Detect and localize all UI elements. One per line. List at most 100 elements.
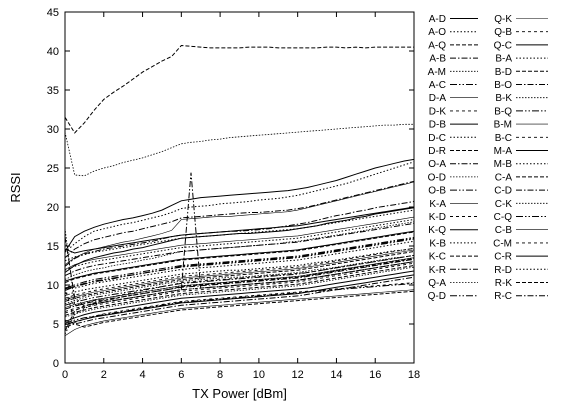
- series-line-o-a: [65, 180, 414, 259]
- legend-label-d-a: D-A: [429, 93, 447, 104]
- legend-label-k-d: K-D: [429, 212, 446, 223]
- legend-label-a-m: A-M: [428, 67, 446, 78]
- y-tick-label: 15: [47, 241, 59, 253]
- y-tick-label: 25: [47, 163, 59, 175]
- series-line-k-c: [65, 265, 414, 316]
- legend-label-c-d: C-D: [494, 186, 512, 197]
- x-tick-label: 10: [253, 369, 265, 381]
- legend-label-k-r: K-R: [429, 265, 446, 276]
- series-line-k-b: [65, 240, 414, 289]
- series-line-d-b: [65, 207, 414, 273]
- y-tick-label: 45: [47, 7, 59, 19]
- x-tick-label: 8: [217, 369, 223, 381]
- y-tick-label: 35: [47, 85, 59, 97]
- legend-label-a-b: A-B: [429, 54, 446, 65]
- legend-label-m-b: M-B: [494, 159, 513, 170]
- series-line-b-d: [65, 231, 414, 284]
- legend-label-k-a: K-A: [429, 199, 446, 210]
- legend-label-d-k: D-K: [429, 106, 447, 117]
- legend-label-q-k: Q-K: [494, 14, 512, 25]
- series-line-c-d: [65, 258, 414, 310]
- y-tick-label: 40: [47, 46, 59, 58]
- x-tick-label: 16: [369, 369, 381, 381]
- y-tick-label: 0: [53, 358, 59, 370]
- legend-label-c-k: C-K: [495, 199, 513, 210]
- legend-label-m-a: M-A: [494, 146, 513, 157]
- plot-frame: [64, 11, 415, 364]
- series-line-d-a: [65, 181, 414, 265]
- series-line-q-k: [65, 289, 414, 336]
- series-line-q-b: [65, 282, 414, 323]
- series-line-c-k: [65, 266, 414, 318]
- series-line-m-b: [65, 219, 414, 271]
- series-line-b-o: [65, 222, 414, 277]
- legend-label-r-c: R-C: [494, 291, 512, 302]
- series-line-k-q: [65, 270, 414, 323]
- series-line-k-r: [65, 276, 414, 328]
- legend-label-r-d: R-D: [494, 265, 512, 276]
- series-line-b-a: [65, 209, 414, 262]
- legend-label-q-b: Q-B: [494, 27, 512, 38]
- x-axis-title: TX Power [dBm]: [192, 386, 287, 401]
- series-line-m-a: [65, 230, 414, 282]
- legend-label-c-m: C-M: [493, 238, 512, 249]
- legend-label-c-r: C-R: [494, 252, 512, 263]
- series-line-a-b: [65, 201, 414, 267]
- series-line-c-b: [65, 249, 414, 301]
- legend-label-q-a: Q-A: [428, 278, 446, 289]
- legend: A-D A-O A-Q A-B A-M A-C D-A D-K D-B D-C D-R O-A O-D O…: [428, 14, 548, 302]
- y-tick-label: 10: [47, 280, 59, 292]
- series-line-r-c: [65, 172, 414, 307]
- legend-label-b-a: B-A: [495, 54, 512, 65]
- legend-label-k-c: K-C: [429, 252, 446, 263]
- legend-label-c-a: C-A: [495, 172, 513, 183]
- y-axis-title: RSSI: [8, 172, 23, 202]
- legend-label-d-r: D-R: [428, 146, 446, 157]
- x-tick-label: 6: [178, 369, 184, 381]
- series-line-a-c: [65, 237, 414, 290]
- legend-label-c-q: C-Q: [494, 212, 513, 223]
- legend-label-a-o: A-O: [428, 27, 446, 38]
- legend-label-k-q: K-Q: [428, 225, 446, 236]
- x-tick-label: 4: [139, 369, 145, 381]
- series-line-c-r: [65, 274, 414, 326]
- series-line-o-b: [65, 238, 414, 291]
- series-line-c-a: [65, 251, 414, 302]
- series-line-c-q: [65, 254, 414, 306]
- series-line-c-m: [65, 262, 414, 314]
- series-line-b-m: [65, 216, 414, 270]
- legend-label-b-m: B-M: [494, 120, 512, 131]
- series-line-b-k: [65, 228, 414, 306]
- legend-label-r-k: R-K: [495, 278, 513, 289]
- legend-label-a-d: A-D: [429, 14, 446, 25]
- series-line-d-c: [65, 247, 414, 297]
- legend-label-o-a: O-A: [428, 159, 446, 170]
- legend-label-b-o: B-O: [494, 80, 512, 91]
- legend-label-b-d: B-D: [495, 67, 512, 78]
- series-line-o-d: [65, 255, 414, 305]
- series-line-a-d: [65, 158, 414, 252]
- legend-label-b-c: B-C: [495, 133, 512, 144]
- legend-label-c-b: C-B: [495, 225, 513, 236]
- legend-label-k-b: K-B: [429, 238, 446, 249]
- x-tick-label: 0: [62, 369, 68, 381]
- series-layer: [65, 44, 414, 336]
- series-line-q-c: [65, 206, 414, 254]
- series-line-b-c: [65, 247, 414, 299]
- y-tick-label: 5: [53, 319, 59, 331]
- series-line-q-d: [65, 282, 414, 324]
- legend-label-b-k: B-K: [495, 93, 512, 104]
- series-line-q-a: [65, 123, 414, 177]
- series-line-a-q: [65, 44, 414, 134]
- legend-label-d-b: D-B: [429, 120, 447, 131]
- x-tick-label: 2: [101, 369, 107, 381]
- x-tick-label: 18: [408, 369, 420, 381]
- legend-label-b-q: B-Q: [494, 106, 512, 117]
- y-tick-label: 30: [47, 124, 59, 136]
- x-tick-label: 12: [292, 369, 304, 381]
- series-line-b-q: [65, 236, 414, 289]
- legend-label-q-d: Q-D: [428, 291, 446, 302]
- legend-label-d-c: D-C: [428, 133, 446, 144]
